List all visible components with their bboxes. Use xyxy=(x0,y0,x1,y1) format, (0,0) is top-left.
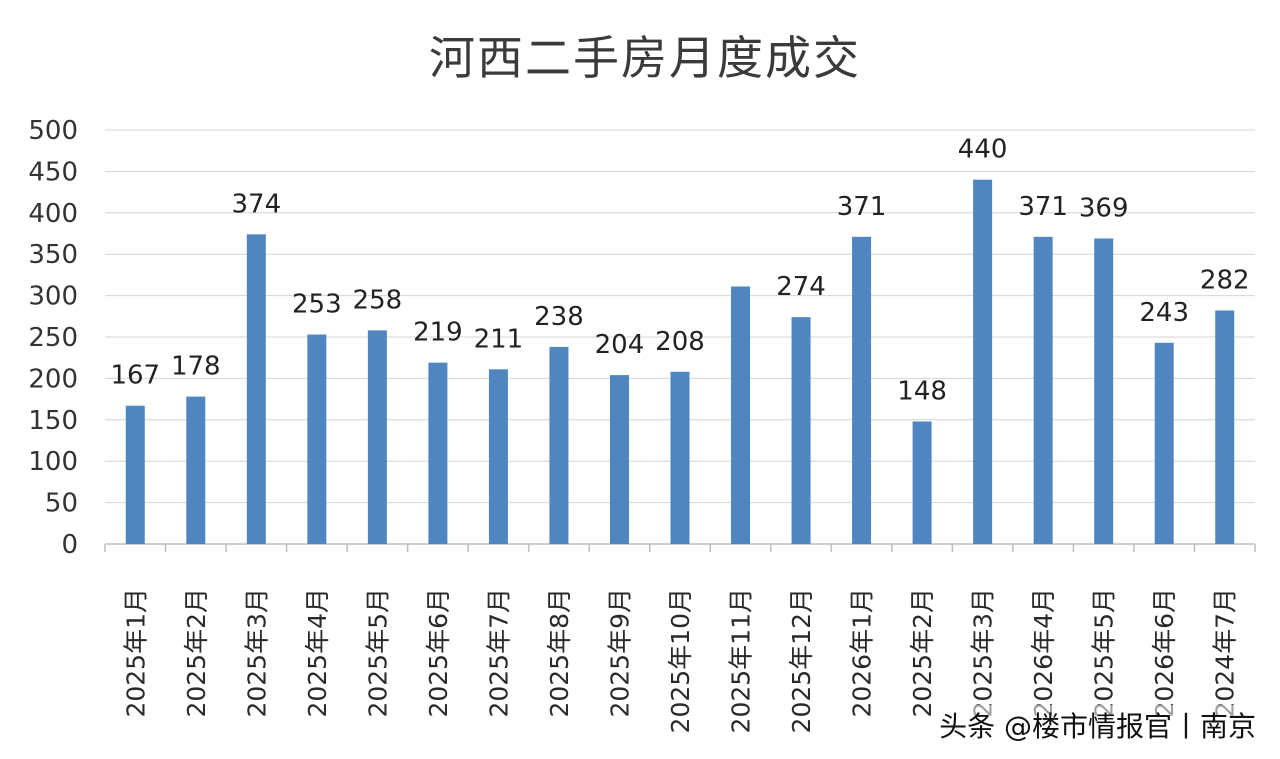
bar xyxy=(1094,238,1114,544)
x-tick-label: 2025年5月 xyxy=(1090,588,1119,718)
x-tick-label: 2025年12月 xyxy=(787,588,816,733)
x-tick-label: 2025年3月 xyxy=(242,588,271,718)
y-tick-label: 0 xyxy=(61,530,78,560)
data-label: 371 xyxy=(1018,192,1068,222)
bar xyxy=(670,371,690,544)
data-label: 219 xyxy=(413,318,463,348)
data-label: 204 xyxy=(595,330,645,360)
bar xyxy=(488,369,508,544)
x-tick-label: 2025年7月 xyxy=(484,588,513,718)
watermark: 头条 @楼市情报官丨南京 xyxy=(935,705,1260,745)
bar xyxy=(1215,310,1235,544)
x-tick-label: 2025年11月 xyxy=(727,588,756,733)
bar xyxy=(912,421,932,544)
bar xyxy=(609,375,629,544)
y-tick-label: 100 xyxy=(28,447,78,477)
bar xyxy=(852,236,872,544)
bar xyxy=(973,179,993,544)
data-label: 374 xyxy=(231,189,281,219)
data-label: 371 xyxy=(837,192,887,222)
y-tick-label: 250 xyxy=(28,323,78,353)
data-label: 211 xyxy=(474,324,524,354)
bar xyxy=(428,362,448,544)
data-label: 208 xyxy=(655,327,705,357)
y-tick-label: 450 xyxy=(28,157,78,187)
bar xyxy=(1154,342,1174,544)
x-tick-label: 2025年5月 xyxy=(363,588,392,718)
chart-title: 河西二手房月度成交 xyxy=(429,31,861,85)
bar xyxy=(791,317,811,544)
x-tick-label: 2025年2月 xyxy=(182,588,211,718)
y-tick-label: 400 xyxy=(28,199,78,229)
y-tick-label: 200 xyxy=(28,364,78,394)
y-tick-label: 150 xyxy=(28,406,78,436)
y-tick-label: 500 xyxy=(28,116,78,146)
data-label: 258 xyxy=(353,285,403,315)
data-label: 167 xyxy=(110,361,160,391)
x-tick-label: 2025年6月 xyxy=(424,588,453,718)
x-tick-label: 2026年4月 xyxy=(1029,588,1058,718)
x-tick-label: 2026年1月 xyxy=(848,588,877,718)
data-label: 148 xyxy=(897,376,947,406)
x-tick-label: 2025年4月 xyxy=(303,588,332,718)
x-tick-label: 2025年10月 xyxy=(666,588,695,733)
data-label: 243 xyxy=(1139,298,1189,328)
y-tick-label: 300 xyxy=(28,282,78,312)
data-label: 253 xyxy=(292,290,342,320)
data-label: 238 xyxy=(534,302,584,332)
bar xyxy=(246,234,266,544)
data-label: 369 xyxy=(1079,193,1129,223)
x-tick-label: 2025年2月 xyxy=(908,588,937,718)
data-label: 440 xyxy=(958,135,1008,165)
x-tick-label: 2026年6月 xyxy=(1150,588,1179,718)
y-tick-label: 50 xyxy=(45,489,78,519)
bar xyxy=(367,330,387,544)
x-tick-label: 2025年1月 xyxy=(121,588,150,718)
bar xyxy=(307,334,327,544)
bar xyxy=(731,286,751,544)
data-label: 178 xyxy=(171,352,221,382)
bar xyxy=(1033,236,1053,544)
x-tick-label: 2025年3月 xyxy=(969,588,998,718)
x-tick-label: 2025年9月 xyxy=(605,588,634,718)
y-tick-label: 350 xyxy=(28,240,78,270)
x-tick-label: 2025年8月 xyxy=(545,588,574,718)
x-tick-label: 2024年7月 xyxy=(1211,588,1240,718)
data-label: 282 xyxy=(1200,266,1250,296)
bar xyxy=(125,405,145,544)
data-label: 274 xyxy=(776,272,826,302)
bar xyxy=(186,396,206,544)
bar xyxy=(549,346,569,544)
